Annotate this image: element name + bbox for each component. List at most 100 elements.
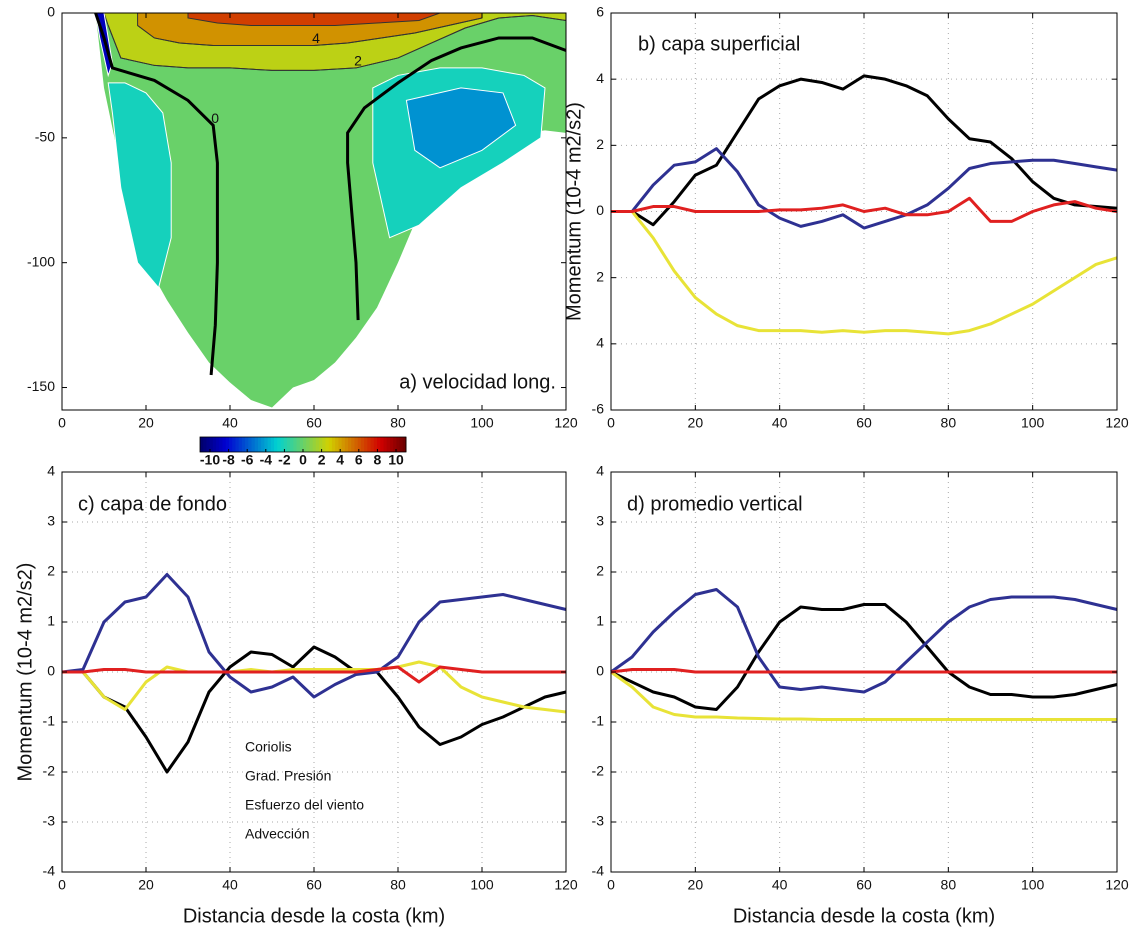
contour-region: [187, 13, 441, 26]
y-tick-label: 4: [596, 335, 604, 351]
colorbar-tick-label: 2: [318, 452, 326, 468]
colorbar-cell: [241, 437, 246, 452]
y-tick-label: 3: [47, 513, 55, 529]
colorbar-cell: [235, 437, 240, 452]
colorbar-tick-label: 4: [336, 452, 344, 468]
contour-line: [107, 14, 566, 71]
colorbar-cell: [338, 437, 343, 452]
y-tick-label: -2: [592, 763, 605, 779]
x-axis-label: Distancia desde la costa (km): [733, 905, 995, 927]
colorbar-cell: [335, 437, 339, 452]
contour-region: [405, 87, 517, 169]
y-axis-label: Momentum (10-4 m2/s2): [563, 102, 585, 321]
x-tick-label: 60: [306, 415, 322, 431]
y-axis-label: Momentum (10-4 m2/s2): [14, 563, 36, 782]
x-tick-label: 80: [941, 877, 957, 893]
y-tick-label: 2: [596, 268, 604, 284]
colorbar-cell: [219, 437, 224, 452]
series-line: [611, 74, 1118, 227]
colorbar-cell: [261, 437, 265, 452]
x-tick-label: 80: [390, 415, 406, 431]
y-tick-label: -1: [592, 713, 605, 729]
y-tick-label: 3: [596, 513, 604, 529]
x-tick-label: 0: [607, 877, 615, 893]
colorbar-cell: [286, 437, 291, 452]
series-line: [610, 603, 1118, 711]
y-tick-label: 4: [596, 463, 604, 479]
colorbar-cell: [277, 437, 281, 452]
colorbar-cell: [312, 437, 317, 452]
y-tick-label: -3: [592, 813, 605, 829]
x-tick-label: 0: [607, 415, 615, 431]
colorbar-cell: [251, 437, 256, 452]
series-line: [62, 645, 567, 774]
colorbar-cell: [222, 437, 227, 452]
colorbar-cell: [267, 437, 272, 452]
colorbar-cell: [348, 437, 352, 452]
x-tick-label: 100: [1021, 877, 1045, 893]
y-tick-label: 2: [596, 136, 604, 152]
series-line: [62, 665, 566, 684]
colorbar-cell: [386, 437, 391, 452]
y-tick-label: 2: [596, 563, 604, 579]
contour-field: 4 2 0: [94, 13, 566, 408]
colorbar-tick-label: -10: [200, 452, 220, 468]
colorbar-cell: [299, 437, 304, 452]
colorbar-cell: [351, 437, 355, 452]
colorbar-cell: [393, 437, 397, 452]
x-tick-label: 100: [1021, 415, 1045, 431]
colorbar-cell: [232, 437, 236, 452]
x-tick-label: 0: [58, 877, 66, 893]
x-tick-label: 20: [688, 415, 704, 431]
y-tick-label: 1: [47, 613, 55, 629]
colorbar-cell: [309, 437, 314, 452]
y-tick-label: 4: [596, 70, 604, 86]
x-tick-label: 40: [222, 415, 238, 431]
y-tick-label: 1: [596, 613, 604, 629]
colorbar-cell: [216, 437, 220, 452]
x-tick-label: 20: [688, 877, 704, 893]
x-tick-label: 20: [138, 415, 154, 431]
x-tick-label: 0: [58, 415, 66, 431]
y-tick-label: -3: [43, 813, 56, 829]
colorbar-tick-label: -4: [260, 452, 273, 468]
y-tick-label: -100: [27, 253, 55, 269]
colorbar-cell: [248, 437, 252, 452]
colorbar-cell: [383, 437, 388, 452]
colorbar-cell: [264, 437, 269, 452]
y-tick-label: 0: [47, 663, 55, 679]
x-tick-label: 60: [856, 877, 872, 893]
panel-title: d) promedio vertical: [627, 493, 803, 515]
series-line: [610, 670, 1117, 721]
colorbar-cell: [341, 437, 346, 452]
contour-line: [137, 17, 483, 46]
colorbar-cell: [331, 437, 336, 452]
y-tick-label: -1: [43, 713, 56, 729]
colorbar-cell: [364, 437, 368, 452]
y-tick-label: -4: [43, 863, 56, 879]
contour-line: [346, 36, 566, 321]
colorbar-cell: [212, 437, 217, 452]
colorbar-cell: [296, 437, 301, 452]
series-line: [611, 196, 1118, 223]
colorbar-cell: [396, 437, 401, 452]
y-tick-label: 2: [47, 563, 55, 579]
colorbar-cell: [354, 437, 359, 452]
colorbar-cell: [357, 437, 362, 452]
x-tick-label: 80: [390, 877, 406, 893]
panel-title: c) capa de fondo: [78, 493, 227, 515]
colorbar-cell: [203, 437, 207, 452]
colorbar-cell: [238, 437, 243, 452]
contour-line: [94, 13, 219, 376]
contour-label: 2: [354, 53, 362, 69]
colorbar-cell: [209, 437, 214, 452]
x-tick-label: 120: [554, 415, 578, 431]
colorbar-tick-label: 6: [355, 452, 363, 468]
x-tick-label: 120: [554, 877, 578, 893]
colorbar-cell: [283, 437, 288, 452]
series-line: [610, 668, 1117, 674]
colorbar-cell: [377, 437, 381, 452]
colorbar-cell: [315, 437, 320, 452]
colorbar-cell: [380, 437, 384, 452]
